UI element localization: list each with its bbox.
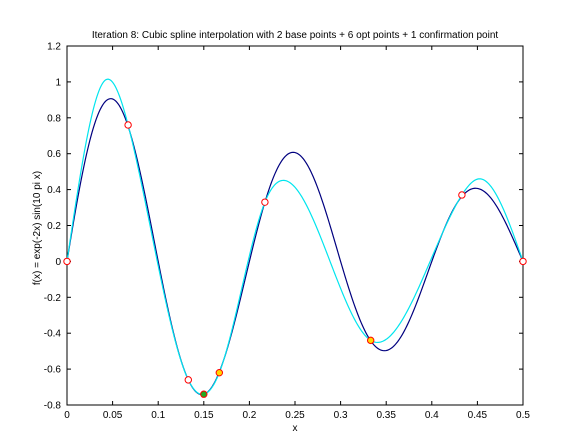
- data-point-opt: [184, 376, 192, 384]
- y-tick-label: -0.2: [44, 293, 62, 304]
- x-tick-label: 0.5: [516, 410, 530, 421]
- x-axis: 0 0.05 0.1 0.15 0.2 0.25 0.3 0.35 0.4 0.45 0.5: [64, 46, 530, 421]
- x-axis-label: x: [293, 423, 298, 434]
- x-tick-label: 0.1: [151, 410, 165, 421]
- data-point-opt: [124, 121, 132, 129]
- y-tick-label: -0.6: [44, 365, 62, 376]
- series-spline-interpolant: [66, 78, 524, 396]
- y-axis-label: f(x) = exp(-2x) sin(10 pi x): [32, 171, 43, 285]
- y-tick-label: -0.8: [44, 401, 62, 412]
- x-tick-label: 0.4: [425, 410, 439, 421]
- y-tick-label: 0: [55, 257, 61, 268]
- data-point-base: [63, 257, 71, 266]
- y-axis: -0.8 -0.6 -0.4 -0.2 0 0.2 0.4 0.6 0.8 1 1.2: [44, 42, 523, 412]
- plot-area: 0 0.05 0.1 0.15 0.2 0.25 0.3 0.35 0.4 0.45 0.5 -0.…: [44, 42, 531, 422]
- series-lines: [66, 78, 524, 396]
- axes-box: [66, 45, 524, 406]
- y-tick-label: 0.6: [47, 149, 61, 160]
- chart-title: Iteration 8: Cubic spline interpolation …: [92, 30, 499, 41]
- y-tick-label: -0.4: [44, 329, 62, 340]
- x-tick-label: 0.3: [334, 410, 348, 421]
- y-tick-label: 1: [55, 77, 61, 88]
- data-point-opt: [261, 198, 269, 206]
- x-tick-label: 0.25: [285, 410, 305, 421]
- y-tick-label: 0.8: [47, 113, 61, 124]
- x-tick-label: 0.15: [194, 410, 214, 421]
- data-point-opt: [215, 368, 224, 377]
- y-tick-label: 0.4: [47, 185, 61, 196]
- x-tick-label: 0.45: [468, 410, 488, 421]
- x-tick-label: 0.2: [242, 410, 256, 421]
- data-point-opt: [458, 191, 466, 199]
- x-tick-label: 0.35: [376, 410, 396, 421]
- x-tick-label: 0: [64, 410, 70, 421]
- y-tick-label: 1.2: [47, 42, 61, 53]
- data-point-base: [519, 257, 527, 266]
- y-tick-label: 0.2: [47, 221, 61, 232]
- x-tick-label: 0.05: [103, 410, 123, 421]
- data-points: [63, 121, 527, 398]
- data-point-confirmation: [200, 390, 208, 398]
- data-point-opt: [366, 336, 375, 345]
